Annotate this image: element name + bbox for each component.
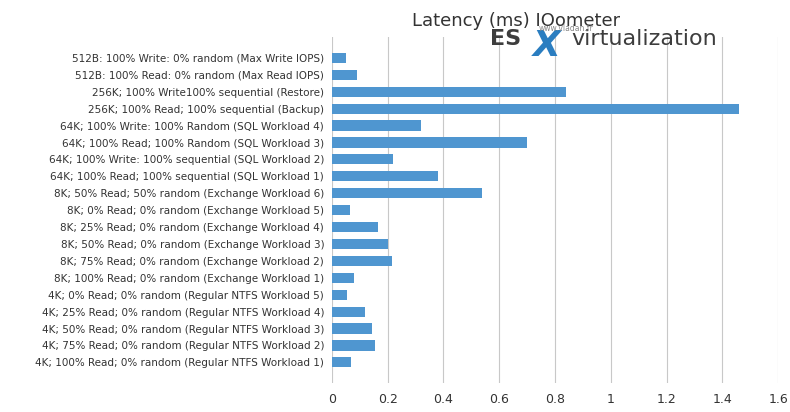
Bar	[332, 87, 566, 97]
Bar	[332, 171, 438, 181]
Bar	[332, 205, 350, 215]
Bar	[332, 154, 393, 164]
Bar	[332, 290, 347, 300]
Bar	[332, 323, 372, 334]
Text: www.vladan.fr: www.vladan.fr	[539, 24, 593, 33]
Bar	[332, 273, 354, 283]
Bar	[332, 239, 388, 249]
Bar	[332, 120, 421, 131]
Text: Latency (ms) IOometer: Latency (ms) IOometer	[412, 12, 620, 30]
Text: X: X	[533, 29, 561, 63]
Bar	[332, 103, 739, 114]
Bar	[332, 340, 375, 351]
Bar	[332, 357, 352, 368]
Bar	[332, 222, 378, 232]
Text: ES: ES	[490, 29, 521, 49]
Bar	[332, 188, 483, 198]
Bar	[332, 256, 392, 266]
Text: virtualization: virtualization	[571, 29, 717, 49]
Bar	[332, 137, 527, 147]
Bar	[332, 307, 365, 317]
Bar	[332, 70, 357, 80]
Bar	[332, 53, 346, 63]
